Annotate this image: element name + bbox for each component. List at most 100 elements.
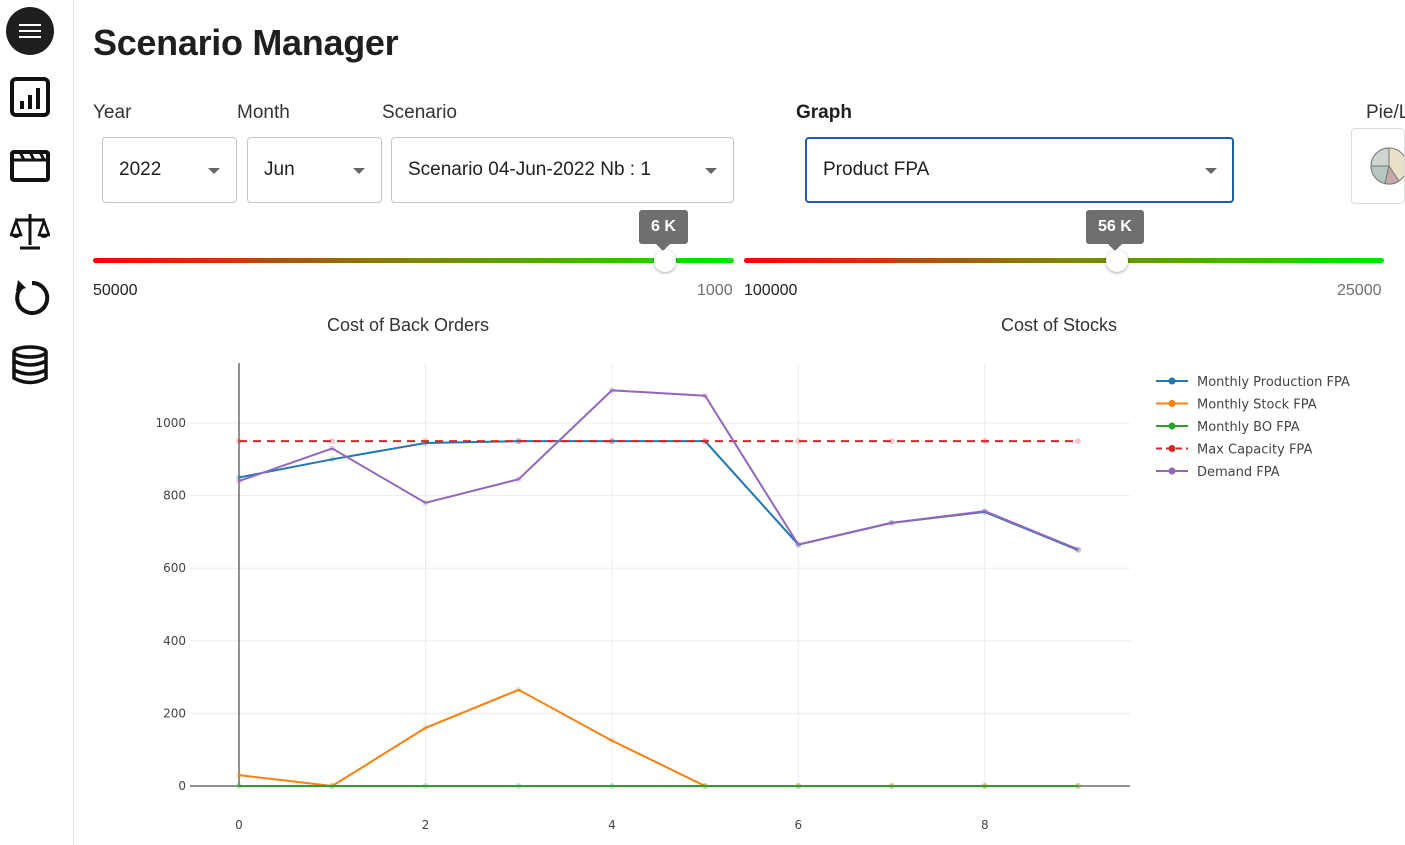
clapperboard-icon[interactable] bbox=[10, 144, 50, 184]
legend-swatch-marker bbox=[1168, 467, 1176, 475]
back-orders-slider-tooltip: 6 K bbox=[639, 210, 688, 251]
legend-swatch-marker bbox=[1168, 445, 1176, 452]
scenario-label: Scenario bbox=[382, 102, 457, 123]
hamburger-icon bbox=[19, 24, 41, 38]
data-point bbox=[422, 724, 429, 731]
series-line-5 bbox=[238, 389, 1079, 551]
x-tick-label: 0 bbox=[235, 818, 243, 832]
scale-icon[interactable] bbox=[10, 211, 50, 251]
back-orders-slider-min: 50000 bbox=[93, 282, 138, 299]
series-line-2 bbox=[238, 688, 1078, 788]
data-point bbox=[236, 438, 242, 445]
x-tick-label: 2 bbox=[422, 818, 430, 832]
data-point bbox=[1075, 783, 1081, 789]
legend-item[interactable]: Monthly BO FPA bbox=[1197, 420, 1300, 435]
legend-item[interactable]: Demand FPA bbox=[1197, 465, 1280, 480]
x-tick-label: 8 bbox=[981, 818, 989, 832]
year-select-value: 2022 bbox=[119, 159, 162, 180]
menu-button[interactable] bbox=[6, 7, 54, 55]
data-point bbox=[795, 438, 802, 445]
legend-swatch-marker bbox=[1168, 422, 1176, 430]
data-point bbox=[608, 737, 615, 744]
back-orders-slider-track[interactable] bbox=[93, 258, 734, 263]
back-orders-slider-max: 1000 bbox=[697, 282, 733, 299]
month-select-value: Jun bbox=[264, 159, 295, 180]
data-point bbox=[702, 783, 709, 789]
year-label: Year bbox=[93, 102, 132, 123]
pie-line-label: Pie/L bbox=[1366, 102, 1405, 123]
data-point bbox=[422, 438, 429, 445]
y-tick-label: 400 bbox=[163, 634, 186, 648]
data-point bbox=[981, 783, 988, 789]
data-point bbox=[608, 783, 615, 789]
legend-swatch-marker bbox=[1168, 377, 1176, 385]
data-point bbox=[795, 783, 802, 789]
stocks-caption: Cost of Stocks bbox=[1001, 315, 1118, 335]
sidebar bbox=[0, 0, 74, 845]
legend-item[interactable]: Monthly Production FPA bbox=[1197, 375, 1350, 390]
data-point bbox=[608, 387, 615, 394]
refresh-icon[interactable] bbox=[10, 278, 50, 318]
data-point bbox=[1075, 438, 1081, 445]
y-tick-label: 1000 bbox=[155, 416, 186, 430]
scenario-select-value: Scenario 04-Jun-2022 Nb : 1 bbox=[408, 159, 651, 180]
data-point bbox=[515, 476, 522, 483]
y-tick-label: 200 bbox=[163, 706, 186, 720]
back-orders-slider-thumb[interactable] bbox=[654, 250, 676, 272]
data-point bbox=[888, 519, 895, 526]
legend-item[interactable]: Monthly Stock FPA bbox=[1197, 398, 1317, 413]
data-point bbox=[515, 438, 522, 445]
database-icon[interactable] bbox=[10, 345, 50, 385]
legend-item[interactable]: Max Capacity FPA bbox=[1197, 443, 1312, 458]
data-point bbox=[515, 783, 522, 789]
data-point bbox=[795, 541, 802, 548]
data-point bbox=[236, 772, 242, 779]
data-point bbox=[515, 438, 522, 445]
bar-chart-icon[interactable] bbox=[10, 77, 50, 117]
data-point bbox=[702, 438, 709, 445]
chevron-down-icon bbox=[353, 168, 365, 174]
data-point bbox=[888, 438, 895, 445]
chevron-down-icon bbox=[1205, 168, 1217, 174]
chevron-down-icon bbox=[208, 168, 220, 174]
data-point bbox=[329, 783, 336, 789]
page-title: Scenario Manager bbox=[93, 22, 399, 63]
data-point bbox=[236, 478, 242, 485]
chevron-down-icon bbox=[705, 168, 717, 174]
pie-chart-icon bbox=[1370, 147, 1404, 185]
stocks-slider-tooltip: 56 K bbox=[1086, 210, 1144, 251]
data-point bbox=[981, 438, 988, 445]
y-tick-label: 600 bbox=[163, 561, 186, 575]
data-point bbox=[608, 438, 615, 445]
legend-swatch-marker bbox=[1168, 400, 1176, 407]
data-point bbox=[329, 456, 336, 463]
data-point bbox=[329, 445, 336, 452]
stocks-slider-min: 100000 bbox=[744, 282, 798, 299]
graph-select[interactable]: Product FPA bbox=[805, 137, 1234, 203]
data-point bbox=[515, 686, 522, 693]
data-point bbox=[422, 499, 429, 506]
stocks-slider-track[interactable] bbox=[744, 258, 1384, 263]
data-point bbox=[329, 438, 336, 445]
x-tick-label: 4 bbox=[608, 818, 616, 832]
scenario-select[interactable]: Scenario 04-Jun-2022 Nb : 1 bbox=[391, 137, 734, 203]
stocks-slider-thumb[interactable] bbox=[1106, 250, 1128, 272]
data-point bbox=[1075, 546, 1081, 553]
data-point bbox=[888, 783, 895, 789]
year-select[interactable]: 2022 bbox=[102, 137, 237, 203]
stocks-slider-max: 25000 bbox=[1337, 282, 1382, 299]
data-point bbox=[702, 392, 709, 399]
data-point bbox=[236, 783, 242, 789]
data-point bbox=[608, 438, 615, 445]
back-orders-caption: Cost of Back Orders bbox=[327, 315, 490, 335]
x-tick-label: 6 bbox=[795, 818, 803, 832]
data-point bbox=[422, 783, 429, 789]
data-point bbox=[981, 508, 988, 515]
y-tick-label: 0 bbox=[178, 779, 186, 793]
month-select[interactable]: Jun bbox=[247, 137, 382, 203]
month-label: Month bbox=[237, 102, 290, 123]
data-point bbox=[236, 474, 242, 481]
graph-label: Graph bbox=[796, 102, 852, 123]
y-tick-label: 800 bbox=[163, 489, 186, 503]
